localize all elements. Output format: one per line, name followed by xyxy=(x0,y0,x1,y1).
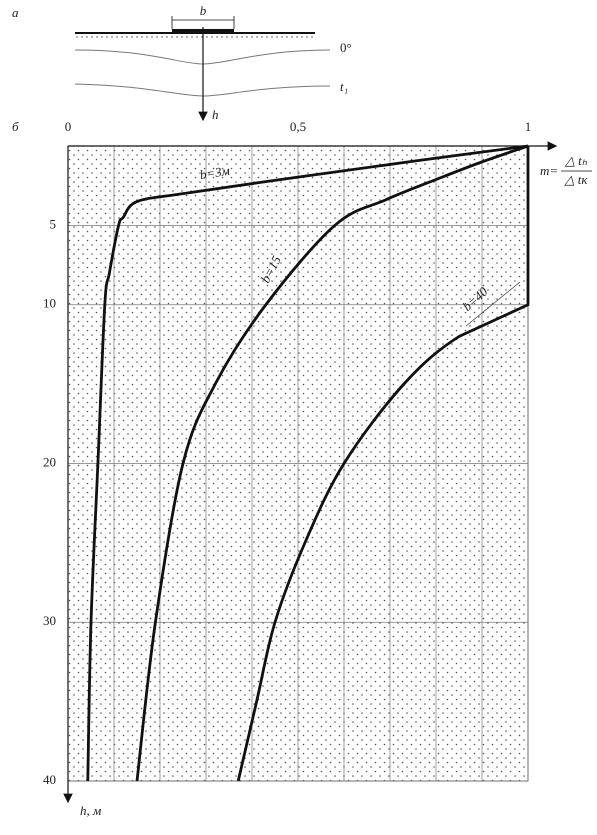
panel-a: а b 0° t₁ h xyxy=(12,3,352,122)
width-label: b xyxy=(200,3,207,18)
panel-letter: а xyxy=(12,5,19,20)
y-tick-label: 10 xyxy=(43,296,56,311)
y-tick-label: 30 xyxy=(43,613,56,628)
panel-letter: б xyxy=(12,119,19,134)
y-axis-label: h, м xyxy=(80,803,101,818)
x-tick-label: 1 xyxy=(525,119,532,134)
curve-label: b=3м xyxy=(199,163,231,183)
leader-line xyxy=(465,281,521,327)
y-tick-label: 5 xyxy=(50,216,57,231)
x-axis-label: m= xyxy=(540,163,558,178)
x-tick-label: 0 xyxy=(65,119,72,134)
curve xyxy=(236,146,530,782)
x-axis-label: △ tк xyxy=(564,172,589,187)
x-axis-label: △ tₕ xyxy=(564,153,588,168)
isotherm-label: t₁ xyxy=(340,79,348,94)
isotherm-label: 0° xyxy=(340,40,352,55)
depth-label: h xyxy=(212,107,219,122)
y-tick-label: 20 xyxy=(43,454,56,469)
curve xyxy=(135,144,529,782)
curve xyxy=(86,144,529,782)
y-tick-label: 40 xyxy=(43,772,56,787)
ground-hatch xyxy=(75,34,315,39)
x-tick-label: 0,5 xyxy=(290,119,306,134)
